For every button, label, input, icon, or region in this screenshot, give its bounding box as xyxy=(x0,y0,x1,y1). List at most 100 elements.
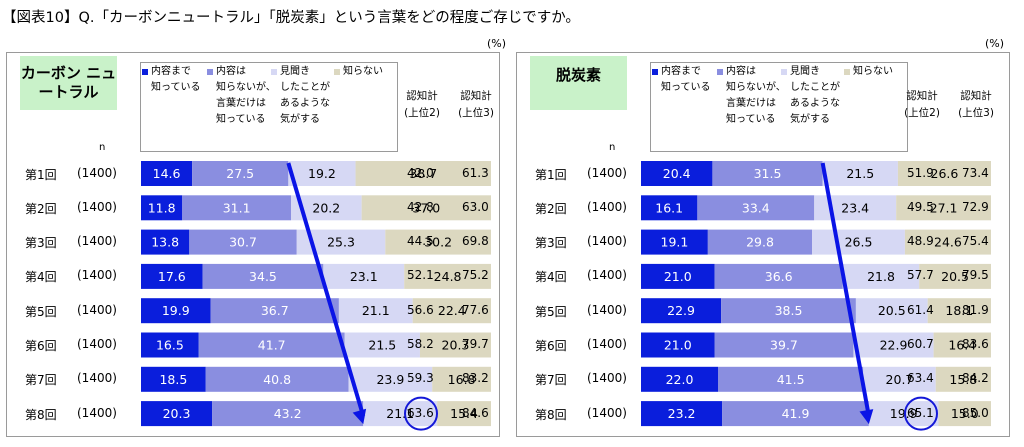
trend-arrow-head xyxy=(859,409,874,425)
top2-value: 56.6 xyxy=(407,302,434,317)
row-label: 第8回 xyxy=(535,407,567,422)
bar-segment-know-word-only xyxy=(707,229,813,255)
bar-value-label: 26.6 xyxy=(931,166,959,181)
legend-item-unaware-swatch xyxy=(844,69,850,75)
legend-item-heard-of-swatch xyxy=(271,69,277,75)
legend-item-know-content-swatch xyxy=(142,69,148,75)
bar-segment-unaware xyxy=(897,161,991,186)
top2-value: 59.3 xyxy=(407,371,434,386)
bar-segment-heard-of xyxy=(842,263,920,289)
bar-value-label: 16.1 xyxy=(655,200,683,215)
bar-value-label: 26.5 xyxy=(845,235,873,250)
chart-legend: 内容まで 知っている 内容は 知らないが、 言葉だけは 知っている 見聞き したこと… xyxy=(650,62,908,152)
bar-value-label: 19.1 xyxy=(661,235,689,250)
top3-value: 61.3 xyxy=(462,165,489,180)
top2-value: 60.7 xyxy=(907,337,934,351)
bar-segment-unaware xyxy=(355,161,491,186)
bar-value-label: 38.7 xyxy=(409,166,437,181)
chart-title: 脱炭素 xyxy=(530,56,627,110)
bar-value-label: 15.8 xyxy=(949,372,977,387)
bar-segment-know-content xyxy=(141,263,203,289)
bar-segment-unaware xyxy=(385,229,491,255)
bar-segment-know-content xyxy=(641,366,718,392)
top2-value: 52.1 xyxy=(407,268,434,283)
bar-segment-know-word-only xyxy=(192,161,289,186)
bar-segment-unaware xyxy=(933,332,991,358)
bar-segment-know-content xyxy=(141,366,206,392)
row-n: (1400) xyxy=(77,302,117,317)
bar-value-label: 20.3 xyxy=(163,406,191,421)
bar-segment-know-content xyxy=(641,298,722,324)
bar-value-label: 13.8 xyxy=(151,235,179,250)
bar-value-label: 18.1 xyxy=(945,303,973,318)
bar-value-label: 34.5 xyxy=(249,269,277,284)
bar-value-label: 22.4 xyxy=(438,303,466,318)
bar-value-label: 37.0 xyxy=(412,200,440,215)
trend-arrow xyxy=(286,162,366,417)
bar-value-label: 15.0 xyxy=(951,406,979,421)
bar-value-label: 20.5 xyxy=(878,303,906,318)
top2-value: 51.9 xyxy=(907,165,934,180)
legend-item-heard-of: 見聞き したことが あるような 気がする xyxy=(790,66,840,125)
legend-item-know-content: 内容まで 知っている xyxy=(661,66,711,93)
bar-segment-unaware xyxy=(412,298,491,324)
bar-segment-know-content xyxy=(641,263,715,289)
bar-value-label: 30.2 xyxy=(424,235,452,250)
bar-value-label: 19.2 xyxy=(308,166,336,181)
top2-value: 65.1 xyxy=(907,405,934,420)
bar-value-label: 23.1 xyxy=(350,269,378,284)
bar-segment-unaware xyxy=(938,401,991,427)
legend-item-heard-of-swatch xyxy=(781,69,787,75)
bar-segment-know-word-only xyxy=(718,366,864,392)
bar-segment-know-word-only xyxy=(721,298,856,324)
bar-value-label: 18.5 xyxy=(159,372,187,387)
row-n: (1400) xyxy=(587,234,627,249)
unit-label-left: (%) xyxy=(487,37,507,50)
bar-value-label: 41.7 xyxy=(258,338,286,353)
bar-segment-know-word-only xyxy=(189,229,297,255)
bar-value-label: 22.0 xyxy=(666,372,694,387)
bar-value-label: 27.1 xyxy=(930,200,958,215)
top2-value: 42.8 xyxy=(407,199,434,214)
bar-segment-know-word-only xyxy=(202,263,324,289)
row-n: (1400) xyxy=(587,405,627,420)
top3-value: 75.2 xyxy=(462,268,489,283)
bar-value-label: 30.7 xyxy=(229,235,257,250)
row-label: 第2回 xyxy=(25,201,57,216)
bar-value-label: 41.5 xyxy=(777,372,805,387)
header-top3: 認知計 (上位3) xyxy=(458,90,494,119)
bar-value-label: 36.7 xyxy=(261,303,289,318)
bar-segment-unaware xyxy=(437,401,491,427)
bar-segment-heard-of xyxy=(338,298,413,324)
bar-segment-heard-of xyxy=(363,401,438,427)
row-label: 第8回 xyxy=(25,407,57,422)
legend-item-know-word-only-swatch xyxy=(207,69,213,75)
bar-segment-know-word-only xyxy=(697,195,815,221)
top2-value: 57.7 xyxy=(907,268,934,283)
top2-value: 63.4 xyxy=(907,371,934,386)
legend-item-know-word-only-swatch xyxy=(717,69,723,75)
bar-value-label: 21.5 xyxy=(846,166,874,181)
top3-value: 69.8 xyxy=(462,234,489,249)
chart-title: カーボン ニュートラル xyxy=(20,56,117,110)
bar-value-label: 31.5 xyxy=(754,166,782,181)
legend-item-know-content: 内容まで 知っている xyxy=(151,66,201,93)
row-label: 第5回 xyxy=(25,304,57,319)
bar-value-label: 27.5 xyxy=(226,166,254,181)
row-label: 第6回 xyxy=(25,339,57,353)
trend-arrow-head xyxy=(352,408,367,425)
top3-value: 77.6 xyxy=(462,302,489,317)
bar-value-label: 23.4 xyxy=(841,200,869,215)
bar-segment-know-content xyxy=(641,332,715,358)
row-n: (1400) xyxy=(77,371,117,386)
bar-value-label: 22.9 xyxy=(667,303,695,318)
legend-item-know-content-swatch xyxy=(652,69,658,75)
row-label: 第6回 xyxy=(535,339,567,353)
bar-value-label: 15.4 xyxy=(450,406,478,421)
row-n: (1400) xyxy=(587,199,627,214)
row-n: (1400) xyxy=(587,337,627,351)
bar-segment-unaware xyxy=(919,263,991,289)
bar-value-label: 17.6 xyxy=(158,269,186,284)
bar-value-label: 11.8 xyxy=(148,200,176,215)
page-title: 【図表10】Q.「カーボンニュートラル」「脱炭素」という言葉をどの程度ご存じです… xyxy=(2,10,580,26)
